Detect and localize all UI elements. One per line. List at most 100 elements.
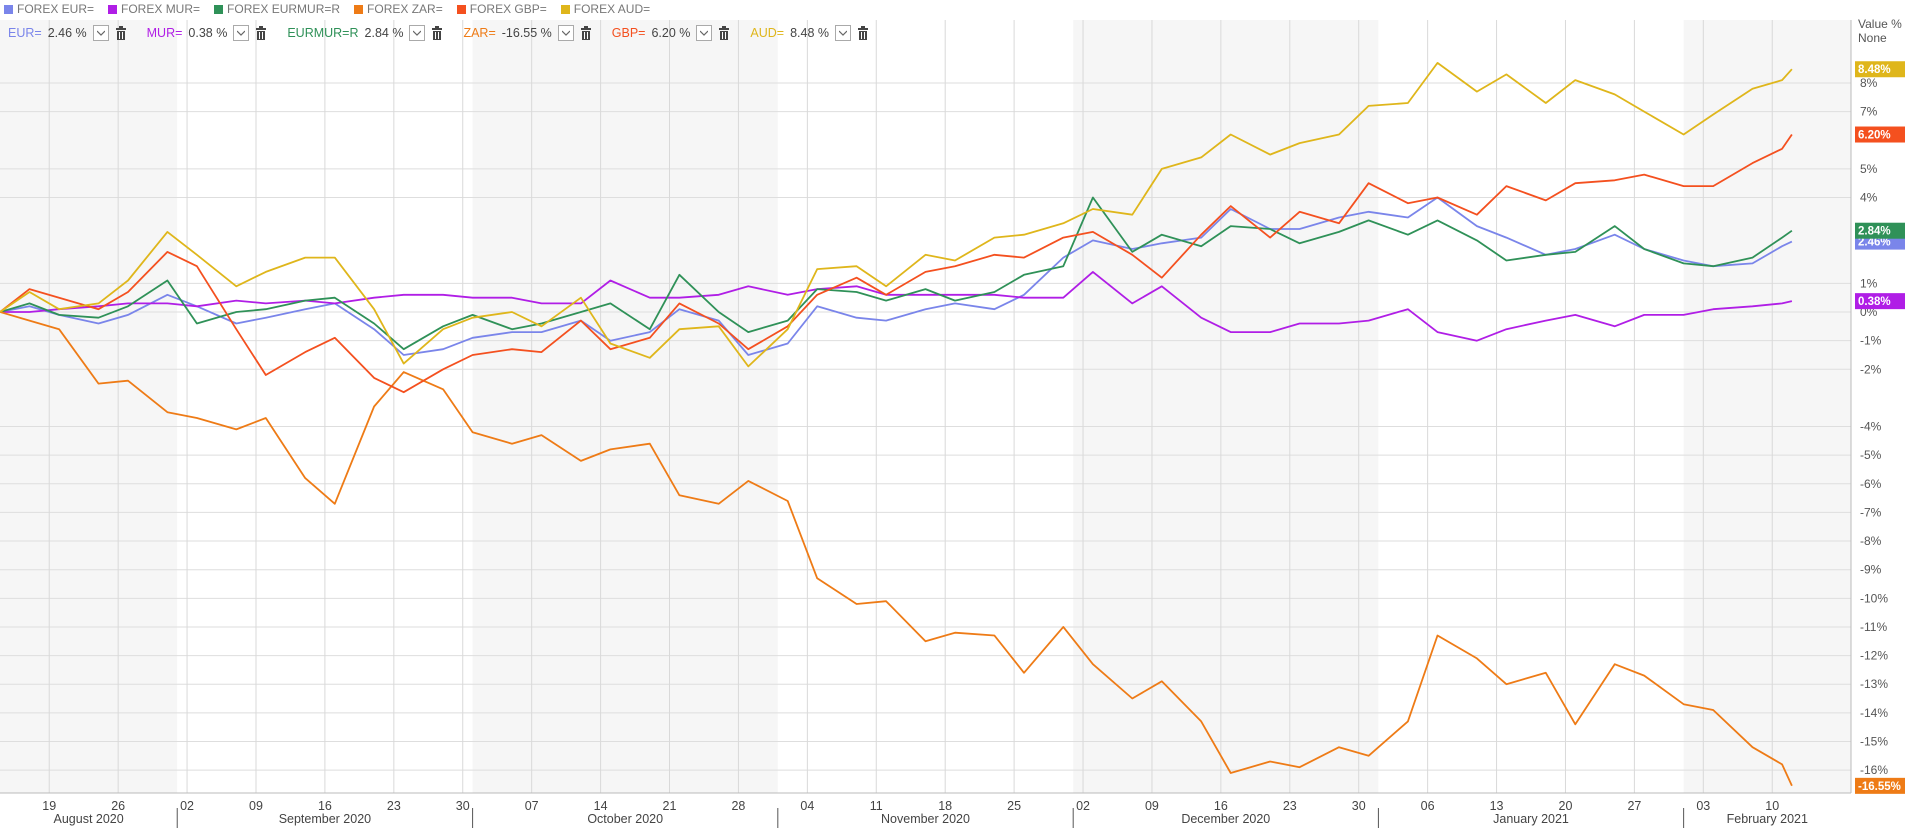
toolbar-item: ZAR= -16.55 % <box>463 25 591 41</box>
chevron-icon <box>96 30 105 36</box>
legend-swatch <box>4 4 13 14</box>
toolbar-symbol: ZAR= <box>463 26 496 40</box>
y-tick-label: 1% <box>1860 276 1878 290</box>
month-band <box>1073 20 1379 793</box>
toolbar-value: 8.48 % <box>790 26 830 40</box>
series-line <box>0 133 1793 394</box>
dropdown-button[interactable] <box>696 25 713 41</box>
y-tick-label: -7% <box>1860 505 1882 519</box>
month-label: August 2020 <box>54 812 124 826</box>
value-badge <box>1855 777 1905 794</box>
toolbar: EUR= 2.46 % MUR= 0.38 % EURMUR=R 2.84 % ZAR= -1… <box>8 23 869 43</box>
delete-button[interactable] <box>580 26 592 40</box>
legend-item[interactable]: FOREX EURMUR=R <box>214 2 340 16</box>
legend-swatch <box>214 4 224 14</box>
series-line <box>0 311 1793 787</box>
y-tick-label: 8% <box>1860 76 1878 90</box>
y-tick-label: -9% <box>1860 563 1882 577</box>
legend-swatch <box>108 4 118 14</box>
dropdown-button[interactable] <box>233 25 250 41</box>
x-tick-label: 11 <box>870 799 883 813</box>
trash-icon <box>858 26 869 40</box>
y-tick-label: -1% <box>1860 334 1882 348</box>
x-tick-label: 16 <box>318 799 332 813</box>
y-tick-label: -16% <box>1860 763 1888 777</box>
legend-swatch <box>560 4 570 14</box>
month-band <box>777 20 1074 793</box>
x-tick-label: 19 <box>42 799 56 813</box>
toolbar-symbol: GBP= <box>611 26 646 40</box>
x-tick-label: 30 <box>1352 799 1366 813</box>
value-badge <box>1855 293 1905 310</box>
legend-item[interactable]: FOREX ZAR= <box>354 2 443 16</box>
dropdown-button[interactable] <box>92 25 109 41</box>
value-badge <box>1855 126 1905 143</box>
series-line <box>0 196 1793 351</box>
chevron-icon <box>700 30 709 36</box>
y-axis-mode: None <box>1858 31 1887 45</box>
y-axis-title: Value % <box>1858 17 1902 31</box>
chevron-icon <box>237 30 246 36</box>
x-tick-label: 10 <box>1765 799 1779 813</box>
legend-label: FOREX GBP= <box>469 2 547 16</box>
chevron-icon <box>561 30 570 36</box>
legend-item[interactable]: FOREX AUD= <box>560 2 651 16</box>
x-tick-label: 04 <box>800 799 814 813</box>
legend-item[interactable]: FOREX GBP= <box>456 2 547 16</box>
x-tick-label: 26 <box>111 799 125 813</box>
dropdown-button[interactable] <box>835 25 852 41</box>
toolbar-symbol: MUR= <box>146 26 183 40</box>
month-band <box>1683 20 1851 793</box>
legend: FOREX EUR= FOREX MUR= FOREX EURMUR=R FOREX … <box>4 1 650 17</box>
legend-label: FOREX MUR= <box>121 2 201 16</box>
month-band <box>0 20 178 793</box>
x-tick-label: 07 <box>525 799 539 813</box>
delete-button[interactable] <box>857 26 869 40</box>
y-tick-label: -12% <box>1860 649 1888 663</box>
legend-item[interactable]: FOREX MUR= <box>108 2 200 16</box>
x-tick-label: 14 <box>594 799 608 813</box>
dropdown-button[interactable] <box>409 25 426 41</box>
y-tick-label: -15% <box>1860 734 1888 748</box>
delete-button[interactable] <box>255 26 267 40</box>
toolbar-item: GBP= 6.20 % <box>612 25 731 41</box>
legend-label: FOREX AUD= <box>573 2 651 16</box>
y-tick-label: -6% <box>1860 477 1882 491</box>
delete-button[interactable] <box>115 26 127 40</box>
x-tick-label: 20 <box>1559 799 1573 813</box>
x-tick-label: 16 <box>1214 799 1228 813</box>
delete-button[interactable] <box>718 26 730 40</box>
y-tick-label: -10% <box>1860 591 1888 605</box>
toolbar-value: 0.38 % <box>188 26 228 40</box>
value-badge-label: 2.46% <box>1858 237 1891 249</box>
y-tick-label: -13% <box>1860 677 1888 691</box>
x-tick-label: 23 <box>1283 799 1297 813</box>
value-badge-label: 2.84% <box>1858 226 1891 238</box>
series-line <box>0 62 1793 368</box>
trash-icon <box>432 26 443 40</box>
x-tick-label: 23 <box>387 799 401 813</box>
toolbar-item: AUD= 8.48 % <box>750 25 869 41</box>
trash-icon <box>719 26 730 40</box>
legend-item[interactable]: FOREX EUR= <box>4 2 94 16</box>
x-tick-label: 09 <box>249 799 263 813</box>
legend-label: FOREX ZAR= <box>367 2 443 16</box>
x-tick-label: 09 <box>1145 799 1159 813</box>
x-tick-label: 02 <box>180 799 194 813</box>
x-tick-label: 30 <box>456 799 470 813</box>
trash-icon <box>256 26 267 40</box>
toolbar-item: EURMUR=R 2.84 % <box>287 25 443 41</box>
y-tick-label: 7% <box>1860 105 1878 119</box>
legend-label: FOREX EUR= <box>17 2 95 16</box>
month-label: January 2021 <box>1493 812 1569 826</box>
chevron-icon <box>413 30 422 36</box>
month-label: October 2020 <box>587 812 663 826</box>
month-label: February 2021 <box>1727 812 1808 826</box>
delete-button[interactable] <box>431 26 443 40</box>
legend-swatch <box>354 4 364 14</box>
y-tick-label: -14% <box>1860 706 1888 720</box>
toolbar-item: MUR= 0.38 % <box>147 25 268 41</box>
dropdown-button[interactable] <box>557 25 574 41</box>
